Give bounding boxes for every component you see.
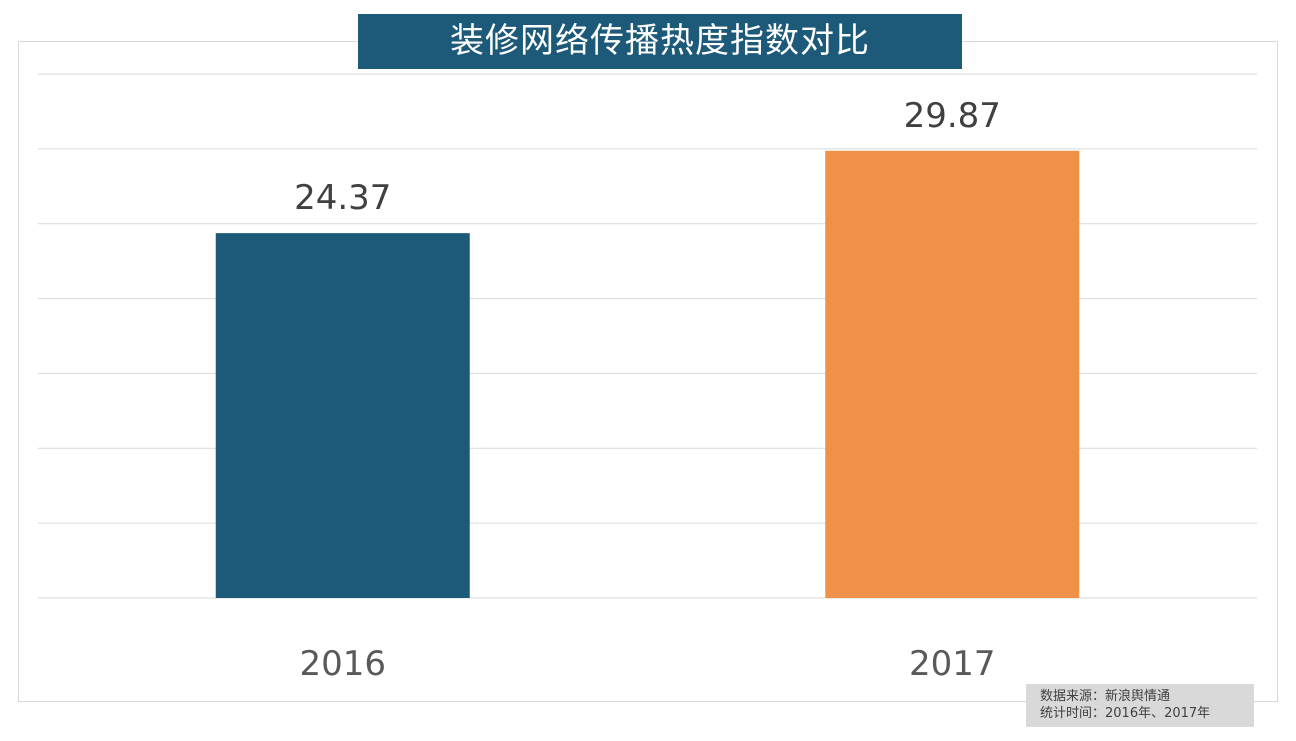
source-line: 数据来源：新浪舆情通: [1040, 689, 1171, 704]
bar-2016: [215, 233, 470, 598]
x-tick-label: 2017: [909, 644, 996, 684]
period-line: 统计时间：2016年、2017年: [1040, 706, 1211, 721]
data-label: 24.37: [294, 178, 391, 218]
data-label: 29.87: [904, 96, 1001, 136]
bar-2017: [825, 150, 1080, 599]
x-tick-label: 2016: [299, 644, 386, 684]
chart-title: 装修网络传播热度指数对比: [358, 14, 962, 69]
source-note: 数据来源：新浪舆情通 统计时间：2016年、2017年: [1026, 684, 1254, 727]
